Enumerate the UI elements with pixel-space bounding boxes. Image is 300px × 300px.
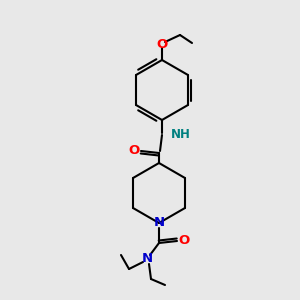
Text: O: O [156,38,168,52]
Text: O: O [128,145,140,158]
Text: NH: NH [171,128,191,142]
Text: N: N [153,217,165,230]
Text: O: O [178,235,190,248]
Text: N: N [141,253,153,266]
